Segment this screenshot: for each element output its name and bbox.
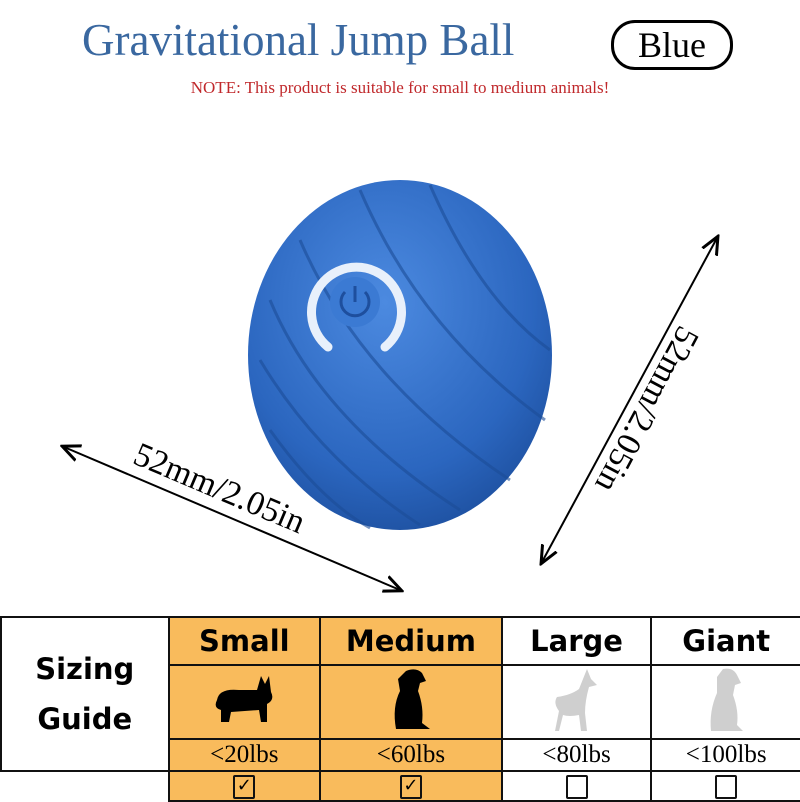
unchecked-checkbox-icon xyxy=(715,774,738,799)
size-medium-header: Medium xyxy=(319,616,503,666)
size-giant-weight: <100lbs xyxy=(650,738,800,772)
size-large-header: Large xyxy=(500,616,653,666)
label-line: Guide xyxy=(37,702,133,736)
checked-checkbox-icon: ✓ xyxy=(399,774,422,799)
size-small-weight: <20lbs xyxy=(167,738,322,772)
sizing-guide-label: Sizing Guide xyxy=(0,616,170,772)
shepherd-dog-icon xyxy=(554,669,597,731)
sitting-dog-icon xyxy=(394,669,430,729)
power-icon xyxy=(307,262,406,352)
unchecked-checkbox-icon xyxy=(565,774,588,799)
suitability-note: NOTE: This product is suitable for small… xyxy=(190,78,610,97)
label-line: Sizing xyxy=(35,652,135,686)
size-medium-weight: <60lbs xyxy=(319,738,503,772)
color-badge: Blue xyxy=(611,20,733,70)
size-large-weight: <80lbs xyxy=(500,738,653,772)
product-title: Gravitational Jump Ball xyxy=(82,15,515,65)
sizing-guide-table: Sizing Guide Small Medium Large Giant <20… xyxy=(0,616,800,802)
jump-ball xyxy=(248,180,552,530)
size-small-header: Small xyxy=(167,616,322,666)
size-giant-header: Giant xyxy=(650,616,800,666)
height-arrow xyxy=(542,238,717,562)
width-arrow xyxy=(64,447,400,590)
checked-checkbox-icon: ✓ xyxy=(233,774,256,799)
corgi-icon xyxy=(215,676,273,722)
product-illustration xyxy=(0,180,800,610)
large-dog-icon xyxy=(710,668,744,731)
